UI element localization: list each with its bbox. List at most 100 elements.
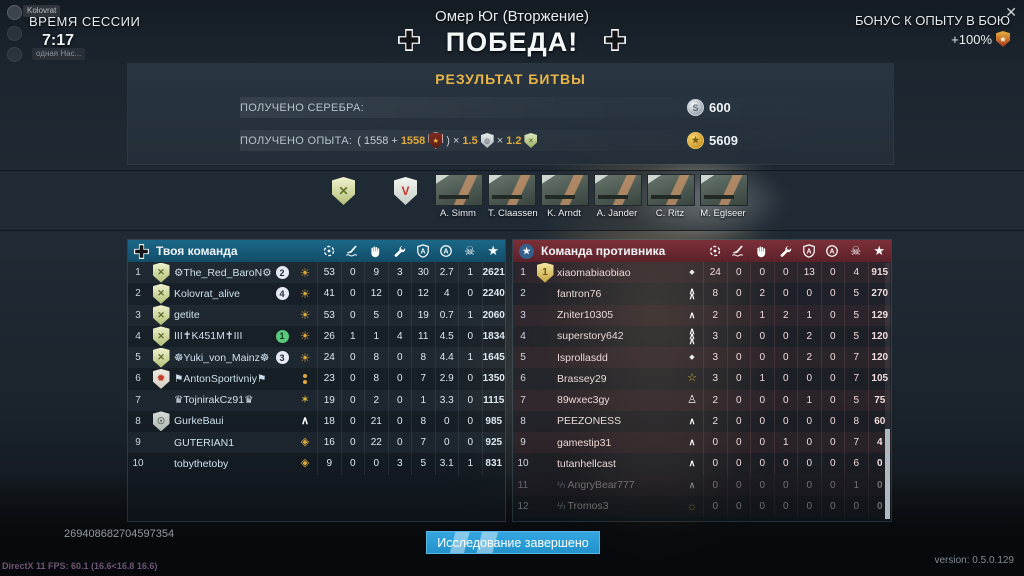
crew-card[interactable]: C. Ritz: [647, 174, 695, 219]
stat-value: 0: [820, 474, 845, 496]
player-row[interactable]: 5 Isprollasdd ◆ 3 0 0 0 2 0 7 120: [513, 347, 891, 369]
tank-thumbnail: [488, 174, 536, 206]
stat-value: 13: [797, 262, 821, 284]
player-row[interactable]: 7 ♛TojnirakCz91♛ ✶ 19 0 2 0 1 3.3 0 1115: [128, 389, 505, 411]
player-row[interactable]: 7 89wxec3gy ♙ 2 0 0 0 1 0 5 75: [513, 389, 891, 411]
player-row[interactable]: 4 ✕ III✝K451M✝III 1 ☀ 26 1 1 4 11 4.5 0 1834: [128, 325, 505, 347]
team-decal-shield-icon: V: [394, 177, 417, 205]
tank-thumbnail: [435, 174, 483, 206]
player-row[interactable]: 5 ✕ ☸Yuki_von_Mainz☸ 3 ☀ 24 0 8 0 8 4.4 1 1645: [128, 347, 505, 369]
player-row[interactable]: 2 ✕ Kolovrat_alive 4 ☀ 41 0 12 0 12 4 0 2240: [128, 283, 505, 305]
hand-assists-icon: [750, 245, 774, 258]
stat-value: 2060: [481, 304, 506, 326]
close-icon[interactable]: ✕: [1005, 4, 1017, 20]
balkenkreuz-icon: [604, 29, 627, 56]
player-row[interactable]: 8 ☉ GurkeBaui ∧ 18 0 21 0 8 0 0 985: [128, 410, 505, 432]
stat-value: 2: [703, 410, 727, 432]
player-row[interactable]: 6 ✹ ⚑AntonSportivniy⚑ 23 0 8 0 7 2.9 0 1350: [128, 368, 506, 390]
stat-value: 0: [750, 453, 774, 475]
stat-value: 3.1: [434, 453, 459, 475]
row-position: 4: [135, 330, 141, 342]
player-row[interactable]: 8 PEEZONESS ∧ 2 0 0 0 0 0 8 60: [513, 410, 891, 432]
stat-value: 3: [703, 347, 727, 369]
player-name: III✝K451M✝III: [174, 330, 243, 343]
svg-text:A: A: [420, 249, 425, 256]
crew-card[interactable]: T. Claassen: [488, 174, 538, 219]
rank-chevron-icon: ∧: [688, 415, 696, 426]
player-row[interactable]: 12 ϟϟ Tromos3 ☼ 0 0 0 0 0 0 0 0: [513, 495, 892, 517]
clan-shield-icon: ✕: [524, 133, 538, 148]
player-name: ♛TojnirakCz91♛: [174, 394, 254, 407]
battle-bonus-block: БОНУС К ОПЫТУ В БОЮ +100% ★: [855, 13, 1010, 47]
session-id-number: 269408682704597354: [64, 528, 175, 540]
player-row[interactable]: 2 fantron76 ∧ ∧ 8 0 2 0 0 0 5 270: [513, 283, 891, 305]
player-name: PEEZONESS: [557, 415, 622, 428]
stat-value: 9: [364, 262, 388, 284]
stat-value: 1: [750, 304, 774, 326]
row-position: 5: [520, 352, 526, 364]
stat-value: 4.5: [434, 325, 459, 347]
stat-value: 2621: [481, 262, 506, 284]
xp-earned-value: 5609: [709, 133, 738, 148]
rank-sunburst-icon: ☼: [686, 499, 698, 514]
crew-member-name: C. Ritz: [655, 208, 685, 219]
stat-value: 0: [750, 432, 774, 454]
bonus-value: +100%: [951, 31, 992, 47]
rank-chevron-icon: ∧ ∧: [688, 285, 696, 301]
player-row[interactable]: 1 1 xiaomabiaobiao ◆ 24 0 0 0 13 0 4 915: [513, 262, 891, 284]
stat-value: 53: [317, 304, 341, 326]
player-row[interactable]: 9 GUTERIAN1 ◈ 16 0 22 0 7 0 0 925: [128, 432, 505, 454]
crew-card[interactable]: M. Eglseer: [700, 174, 748, 219]
stat-value: 0: [434, 410, 459, 432]
tank-thumbnail: [647, 174, 695, 206]
stat-value: 1350: [481, 368, 506, 390]
stat-value: 0: [750, 410, 774, 432]
row-position: 1: [135, 267, 141, 279]
stat-value: 0: [773, 453, 798, 475]
hand-assists-icon: [364, 245, 388, 258]
stat-value: 24: [317, 347, 341, 369]
player-row[interactable]: 3 Zniter10305 ∧ 2 0 1 2 1 0 5 129: [513, 304, 891, 326]
overlay-avatar-icon: [7, 26, 22, 41]
player-row[interactable]: 3 ✕ getite ☀ 53 0 5 0 19 0.7 1 2060: [128, 304, 506, 326]
svg-text:A: A: [444, 249, 449, 256]
crew-card[interactable]: A. Simm: [435, 174, 483, 219]
row-position: 2: [135, 288, 141, 300]
rank-sun-icon: ☀: [299, 286, 311, 301]
player-name: fantron76: [557, 287, 602, 300]
crew-card[interactable]: A. Jander: [594, 174, 642, 219]
crew-card[interactable]: K. Arndt: [541, 174, 589, 219]
overlay-avatar-icon: [7, 5, 22, 20]
stat-value: 11: [411, 325, 435, 347]
player-row[interactable]: 11 ϟϟ AngryBear777 ∧ 0 0 0 0 0 0 1 0: [513, 474, 891, 496]
player-row[interactable]: 6 Brassey29 ☆ 3 0 1 0 0 0 7 105: [513, 368, 891, 390]
player-name: GurkeBaui: [174, 415, 224, 428]
stat-value: 0: [773, 474, 798, 496]
stat-value: 0: [703, 495, 727, 517]
stat-value: 831: [481, 453, 506, 475]
player-name: tutanhellcast: [557, 457, 616, 470]
player-row[interactable]: 10 tutanhellcast ∧ 0 0 0 0 0 0 6 0: [513, 453, 891, 475]
stat-value: 0: [750, 347, 774, 369]
stat-value: 6: [844, 453, 868, 475]
stat-value: 5: [844, 325, 868, 347]
gold-coin-icon: ★: [687, 132, 704, 149]
player-row[interactable]: 1 ✕ ⚙The_Red_BaroN⚙ 2 ☀ 53 0 9 3 30 2.7 1 2621: [128, 262, 506, 284]
stat-value: 0.7: [434, 304, 459, 326]
row-position: 9: [135, 437, 141, 449]
stat-value: 0: [867, 495, 892, 517]
player-row[interactable]: 4 superstory642 ∧ ∧ ∧ 3 0 0 0 2 0 5 120: [513, 325, 891, 347]
research-complete-button[interactable]: Исследование завершено: [426, 531, 600, 554]
scrollbar-thumb[interactable]: [885, 429, 890, 519]
player-row[interactable]: 10 tobythetoby ◈ 9 0 0 3 5 3.1 1 831: [128, 453, 506, 475]
stat-value: 0: [750, 495, 774, 517]
player-row[interactable]: 9 gamestip31 ∧ 0 0 0 1 0 0 7 4: [513, 432, 891, 454]
stat-value: 0: [458, 432, 482, 454]
stat-value: 0: [797, 368, 821, 390]
team-decal-shield-icon: ✕: [332, 177, 355, 205]
overlay-avatar-icon: [7, 47, 22, 62]
stat-value: 4: [844, 262, 868, 284]
victory-title: ПОБЕДА!: [445, 27, 579, 57]
rank-pawn-icon: ♙: [687, 393, 697, 406]
stat-value: 0: [726, 304, 751, 326]
